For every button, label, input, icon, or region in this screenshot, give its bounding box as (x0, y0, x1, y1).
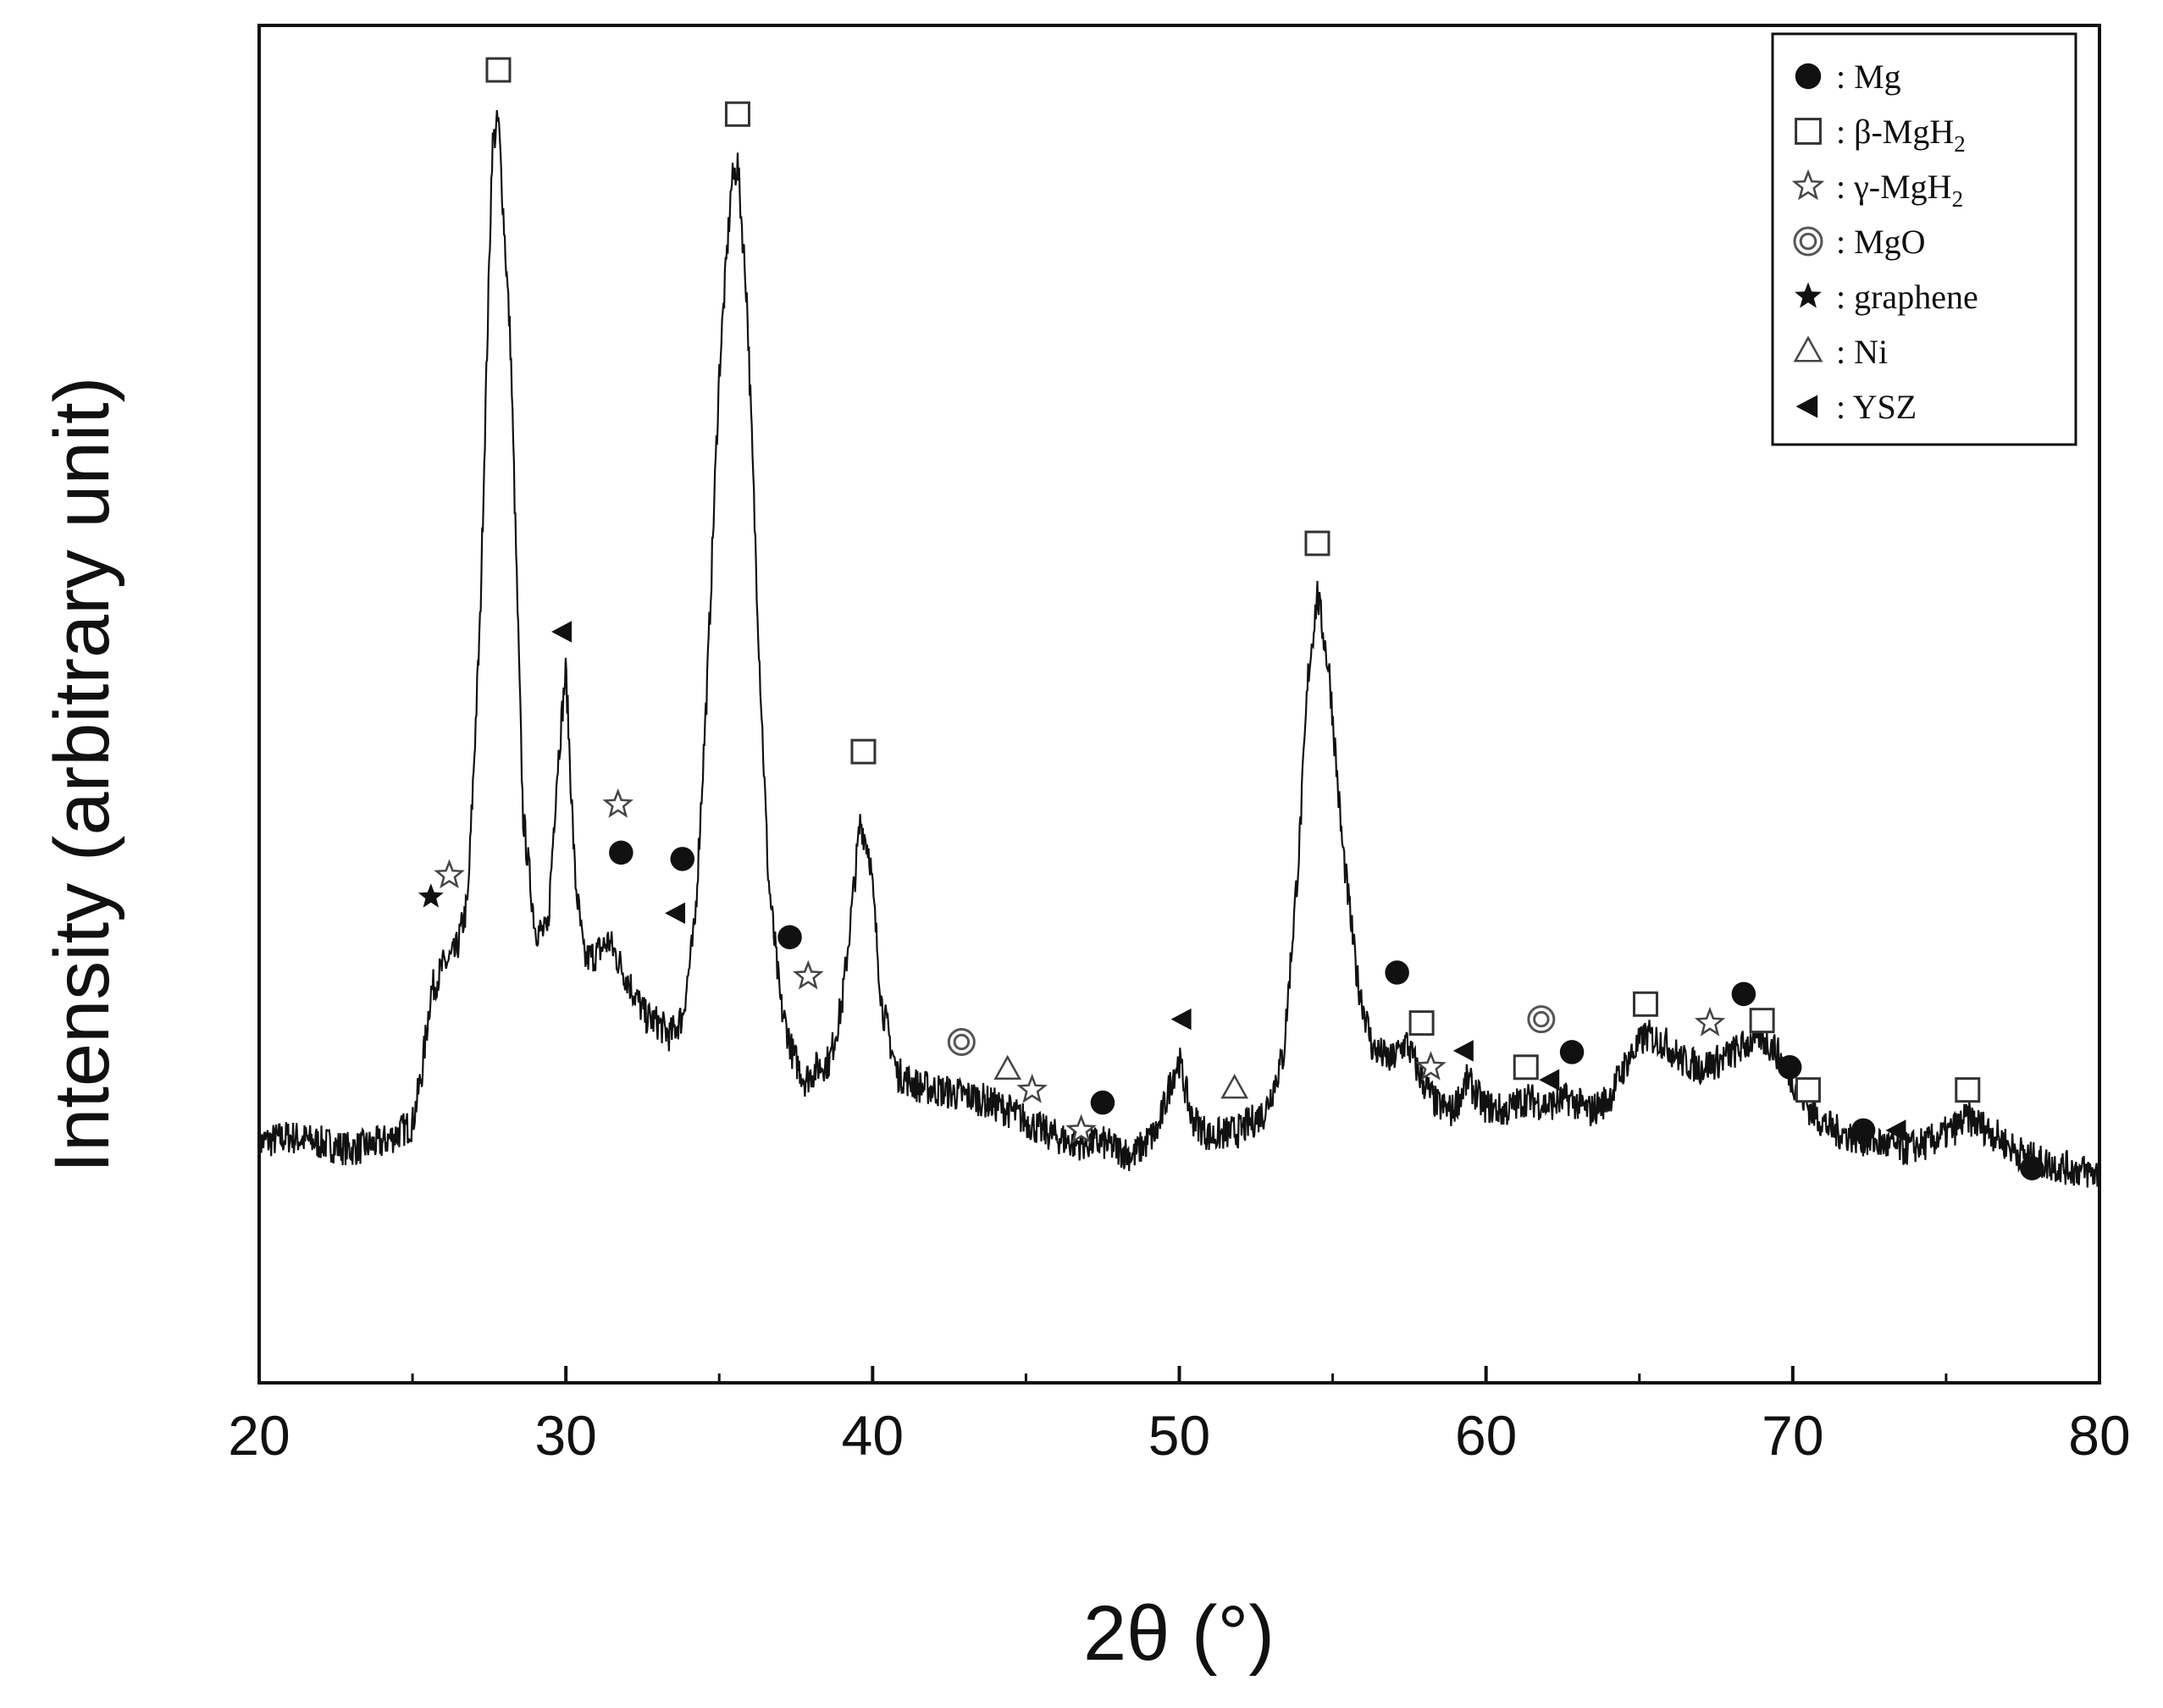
x-tick-label: 70 (1762, 1404, 1823, 1467)
open-square-marker (1513, 1054, 1539, 1081)
open-triangle-marker (993, 1054, 1022, 1081)
filled-star-legend-icon (1795, 282, 1822, 308)
double-circle-legend-icon (1793, 226, 1823, 257)
open-square-marker (1749, 1008, 1775, 1034)
open-star-marker (793, 959, 824, 990)
x-tick-label: 80 (2068, 1404, 2130, 1467)
legend-item: : Mg (1795, 58, 1901, 96)
filled-circle-marker (670, 847, 695, 871)
legend-label: : β-MgH2 (1836, 113, 1966, 157)
filled-circle-marker (2020, 1156, 2044, 1180)
open-triangle-marker (1220, 1074, 1249, 1099)
diffraction-curve (257, 110, 2100, 1188)
legend-label: : MgO (1836, 223, 1926, 261)
filled-circle-marker (1731, 981, 1756, 1007)
open-square-marker (1632, 991, 1658, 1017)
legend-item: : YSZ (1795, 388, 1917, 426)
x-tick-label: 60 (1455, 1404, 1517, 1467)
open-square-marker (1408, 1010, 1435, 1036)
legend-label: : graphene (1836, 278, 1978, 316)
peak-markers (418, 57, 2044, 1180)
double-circle-marker (947, 1027, 976, 1056)
x-axis-title: 2θ (°) (1083, 1590, 1275, 1677)
legend-item: : graphene (1795, 278, 1978, 316)
open-star-marker (602, 788, 634, 818)
open-square-marker (485, 57, 512, 83)
legend-label: : Ni (1836, 333, 1888, 371)
legend: : Mg : β-MgH2 : γ-MgH2 : MgO : graphene : Ni:… (1771, 32, 2077, 446)
open-triangle-legend-icon (1793, 335, 1823, 362)
filled-circle-marker (609, 840, 633, 865)
legend-item: : β-MgH2 (1795, 113, 1966, 157)
open-square-marker (850, 738, 877, 765)
x-axis-ticks: 20 30 40 50 60 70 80 (228, 1366, 2131, 1467)
open-star-marker (1694, 1006, 1726, 1036)
filled-left-triangle-marker (1452, 1040, 1474, 1062)
filled-left-triangle-marker (665, 902, 686, 925)
xrd-series-line (257, 110, 2100, 1188)
filled-left-triangle-marker (1539, 1069, 1560, 1091)
legend-label: : YSZ (1836, 388, 1917, 426)
open-square-legend-icon (1795, 118, 1822, 145)
filled-left-triangle-marker (551, 621, 573, 643)
open-star-marker (434, 859, 465, 889)
open-star-marker (1415, 1051, 1447, 1081)
open-star-marker (1016, 1073, 1048, 1103)
filled-star-marker (418, 883, 444, 908)
legend-item: : MgO (1793, 223, 1926, 261)
filled-circle-marker (1090, 1090, 1115, 1115)
open-star-marker (1065, 1114, 1097, 1144)
filled-circle-marker (1385, 960, 1409, 985)
filled-left-triangle-marker (1885, 1119, 1906, 1141)
filled-left-triangle-marker (1170, 1008, 1192, 1031)
open-square-marker (1795, 1077, 1821, 1103)
x-tick-label: 50 (1148, 1404, 1210, 1467)
open-square-marker (1955, 1077, 1981, 1103)
legend-item: : Ni (1793, 333, 1888, 371)
filled-circle-legend-icon (1795, 63, 1822, 90)
legend-label: : γ-MgH2 (1836, 168, 1963, 212)
legend-label: : Mg (1836, 58, 1901, 96)
filled-circle-marker (1777, 1055, 1802, 1080)
y-axis-title: Intensity (arbitrary unit) (39, 377, 125, 1174)
filled-circle-marker (1850, 1118, 1876, 1143)
filled-circle-marker (777, 925, 802, 950)
open-star-legend-icon (1791, 169, 1825, 201)
open-square-marker (724, 101, 750, 127)
double-circle-marker (1527, 1005, 1556, 1034)
legend-box (1771, 32, 2077, 446)
filled-circle-marker (1559, 1040, 1585, 1064)
x-tick-label: 40 (842, 1404, 904, 1467)
open-square-marker (1304, 530, 1330, 556)
legend-item: : γ-MgH2 (1791, 168, 1963, 212)
x-tick-label: 20 (228, 1404, 290, 1467)
x-tick-label: 30 (534, 1404, 596, 1467)
filled-left-triangle-legend-icon (1795, 395, 1818, 418)
